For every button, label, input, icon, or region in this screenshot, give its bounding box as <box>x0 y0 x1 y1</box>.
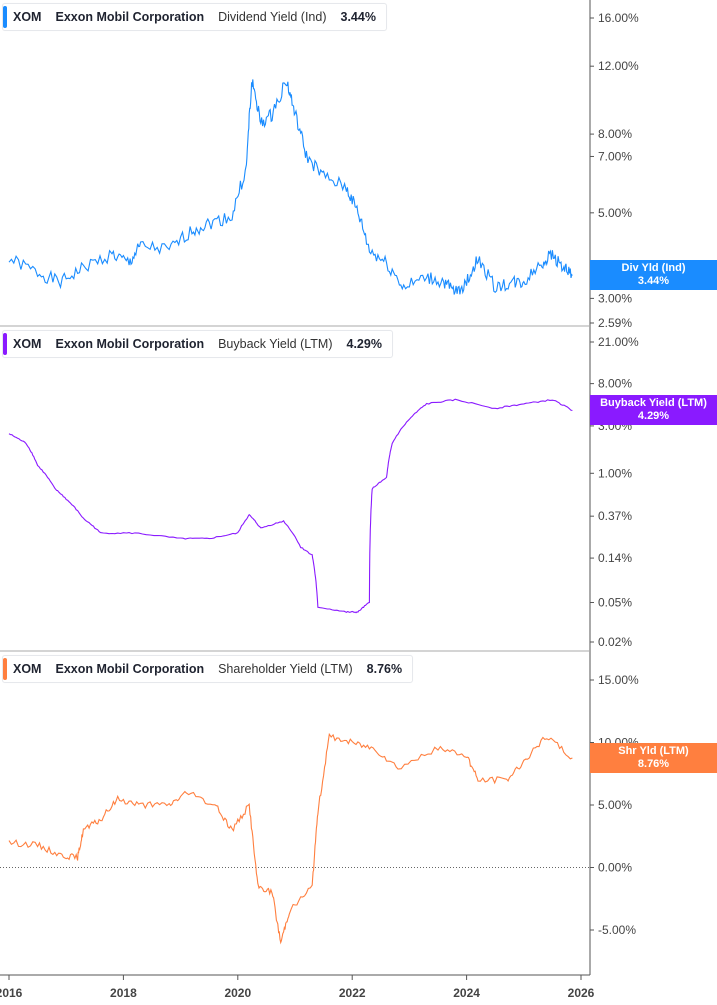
x-tick-label: 2024 <box>453 986 480 1000</box>
tag-value: 4.29% <box>637 410 670 423</box>
y-tick-label: 3.00% <box>598 291 632 305</box>
x-tick-label: 2016 <box>0 986 23 1000</box>
y-tick-label: 7.00% <box>598 149 632 163</box>
legend-color-bar <box>3 333 7 355</box>
legend-ticker: XOM <box>13 337 42 351</box>
tag-label: Shr Yld (LTM) <box>618 745 689 757</box>
legend-metric: Dividend Yield (Ind) <box>218 10 327 24</box>
legend-value: 4.29% <box>346 337 382 351</box>
y-tick-label: -5.00% <box>598 923 636 937</box>
legend-ticker: XOM <box>13 10 42 24</box>
legend-metric: Shareholder Yield (LTM) <box>218 662 353 676</box>
y-tick-label: 2.59% <box>598 316 632 330</box>
legend: XOM Exxon Mobil Corporation Buyback Yiel… <box>2 330 393 358</box>
legend: XOM Exxon Mobil Corporation Shareholder … <box>2 655 414 683</box>
y-tick-label: 0.14% <box>598 551 632 565</box>
series-line <box>8 398 573 614</box>
series-line <box>8 732 573 945</box>
legend-company: Exxon Mobil Corporation <box>55 662 205 676</box>
x-tick-label: 2020 <box>224 986 251 1000</box>
legend: XOM Exxon Mobil Corporation Dividend Yie… <box>2 3 387 31</box>
legend-ticker: XOM <box>13 662 42 676</box>
current-value-tag: Buyback Yield (LTM) 4.29% <box>590 395 717 426</box>
tag-label: Buyback Yield (LTM) <box>600 397 707 410</box>
legend-metric: Buyback Yield (LTM) <box>218 337 333 351</box>
y-tick-label: 0.05% <box>598 595 632 609</box>
x-tick-label: 2026 <box>568 986 595 1000</box>
legend-color-bar <box>3 6 7 28</box>
series-line <box>8 79 573 295</box>
legend-color-bar <box>3 658 7 680</box>
current-value-tag: Div Yld (Ind) 3.44% <box>590 260 717 291</box>
tag-label: Div Yld (Ind) <box>621 262 686 275</box>
y-tick-label: 5.00% <box>598 206 632 220</box>
y-tick-label: 0.00% <box>598 861 632 875</box>
tag-value: 8.76% <box>637 758 670 770</box>
legend-value: 3.44% <box>340 10 376 24</box>
y-tick-label: 15.00% <box>598 673 639 687</box>
x-tick-label: 2022 <box>339 986 366 1000</box>
y-tick-label: 8.00% <box>598 377 632 391</box>
current-value-tag: Shr Yld (LTM) 8.76% <box>590 743 717 773</box>
y-tick-label: 16.00% <box>598 11 639 25</box>
y-tick-label: 5.00% <box>598 798 632 812</box>
legend-company: Exxon Mobil Corporation <box>55 337 205 351</box>
y-tick-label: 8.00% <box>598 127 632 141</box>
y-tick-label: 12.00% <box>598 59 639 73</box>
y-tick-label: 1.00% <box>598 466 632 480</box>
y-tick-label: 0.37% <box>598 509 632 523</box>
y-tick-label: 0.02% <box>598 635 632 649</box>
legend-company: Exxon Mobil Corporation <box>55 10 205 24</box>
x-tick-label: 2018 <box>110 986 137 1000</box>
y-tick-label: 21.00% <box>598 335 639 349</box>
legend-value: 8.76% <box>366 662 403 676</box>
tag-value: 3.44% <box>637 275 670 288</box>
